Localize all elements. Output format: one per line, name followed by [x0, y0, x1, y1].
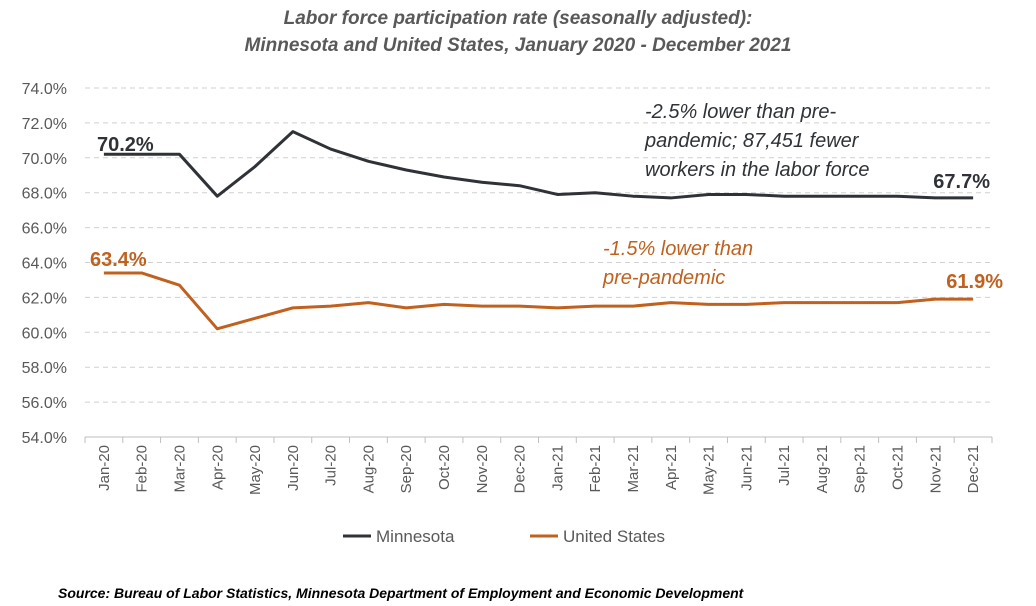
x-tick-label: Sep-20 — [398, 445, 415, 493]
source-note: Source: Bureau of Labor Statistics, Minn… — [58, 585, 744, 601]
y-tick-label: 54.0% — [22, 430, 67, 447]
data-label: 70.2% — [97, 134, 154, 156]
y-tick-label: 62.0% — [22, 290, 67, 307]
x-tick-label: Jul-20 — [323, 445, 340, 486]
y-tick-label: 74.0% — [22, 81, 67, 98]
x-tick-label: Jan-21 — [549, 445, 566, 491]
y-tick-label: 64.0% — [22, 256, 67, 273]
series-line-united-states — [103, 271, 974, 331]
annotation: -2.5% lower than pre- — [645, 101, 837, 123]
x-tick-label: Feb-21 — [587, 445, 604, 493]
x-tick-label: Nov-20 — [474, 445, 491, 493]
x-tick-label: May-21 — [701, 445, 718, 495]
annotation: workers in the labor force — [645, 159, 870, 181]
x-tick-label: Oct-20 — [436, 445, 453, 490]
y-tick-label: 66.0% — [22, 221, 67, 238]
y-tick-label: 60.0% — [22, 325, 67, 342]
x-tick-label: Apr-20 — [209, 445, 226, 490]
x-tick-label: Jun-21 — [738, 445, 755, 491]
legend-label: United States — [563, 527, 665, 546]
x-tick-label: Oct-21 — [890, 445, 907, 490]
y-tick-label: 70.0% — [22, 151, 67, 168]
y-tick-label: 72.0% — [22, 116, 67, 133]
chart-title-line-1: Labor force participation rate (seasonal… — [283, 8, 753, 29]
x-tick-label: Apr-21 — [663, 445, 680, 490]
y-tick-label: 58.0% — [22, 360, 67, 377]
x-tick-label: Jun-20 — [285, 445, 302, 491]
annotation: pandemic; 87,451 fewer — [644, 130, 860, 152]
legend-label: Minnesota — [376, 527, 455, 546]
x-tick-label: Aug-21 — [814, 445, 831, 493]
data-label: 61.9% — [946, 271, 1003, 293]
x-tick-label: Mar-20 — [171, 445, 188, 493]
series-line-minnesota — [103, 130, 974, 200]
x-tick-label: Aug-20 — [360, 445, 377, 493]
x-tick-label: Nov-21 — [927, 445, 944, 493]
x-tick-label: Dec-20 — [512, 445, 529, 493]
x-tick-label: Mar-21 — [625, 445, 642, 493]
y-tick-label: 68.0% — [22, 186, 67, 203]
x-tick-label: Jan-20 — [96, 445, 113, 491]
annotation: -1.5% lower than — [603, 238, 753, 260]
y-tick-label: 56.0% — [22, 395, 67, 412]
data-label: 63.4% — [90, 249, 147, 271]
x-tick-label: Feb-20 — [134, 445, 151, 493]
annotation: pre-pandemic — [602, 267, 725, 289]
chart-title-line-2: Minnesota and United States, January 202… — [244, 35, 792, 56]
x-tick-label: Dec-21 — [965, 445, 982, 493]
data-label: 67.7% — [933, 171, 990, 193]
x-tick-label: Sep-21 — [852, 445, 869, 493]
x-tick-label: Jul-21 — [776, 445, 793, 486]
x-tick-label: May-20 — [247, 445, 264, 495]
